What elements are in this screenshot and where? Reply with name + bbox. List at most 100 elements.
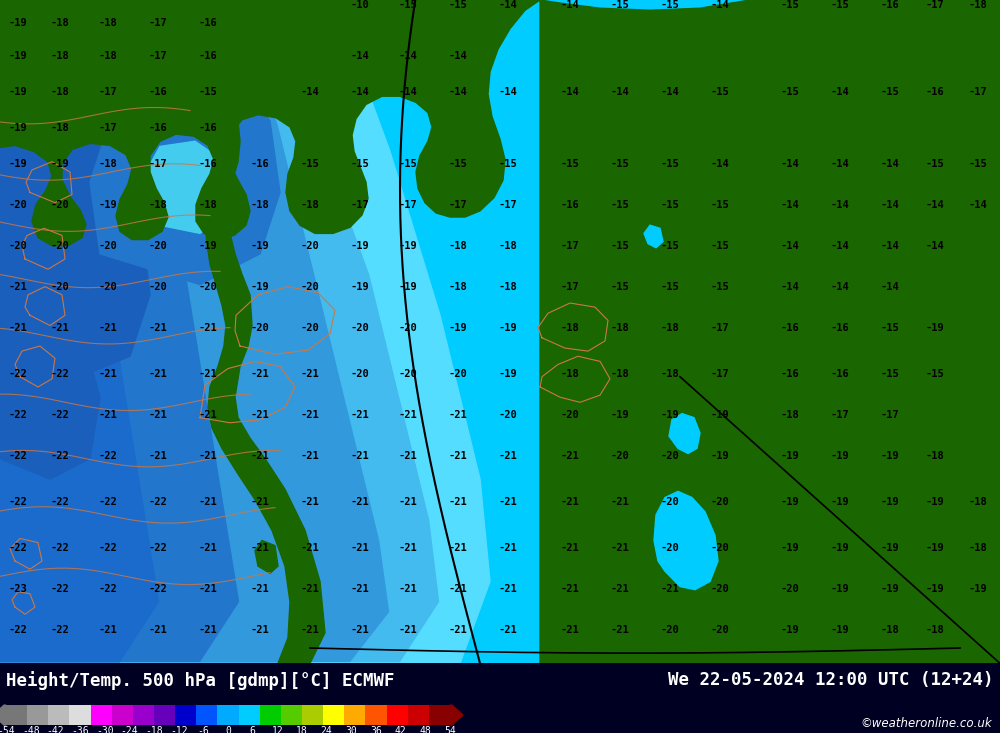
Text: -54: -54 [0, 726, 15, 733]
Text: -19: -19 [399, 240, 417, 251]
Text: -22: -22 [9, 625, 27, 635]
Text: -16: -16 [881, 0, 899, 10]
Text: -21: -21 [399, 451, 417, 460]
Text: -19: -19 [926, 497, 944, 507]
Text: -21: -21 [449, 625, 467, 635]
Text: -14: -14 [399, 87, 417, 97]
Text: -20: -20 [149, 281, 167, 292]
Text: -19: -19 [781, 451, 799, 460]
Text: -19: -19 [9, 18, 27, 28]
Text: -22: -22 [51, 369, 69, 379]
Text: -21: -21 [499, 583, 517, 594]
Text: -22: -22 [51, 497, 69, 507]
Text: -21: -21 [301, 583, 319, 594]
Text: -22: -22 [149, 583, 167, 594]
Text: -19: -19 [99, 199, 117, 210]
Text: -19: -19 [781, 625, 799, 635]
Text: -16: -16 [781, 323, 799, 333]
Text: -20: -20 [449, 369, 467, 379]
Text: -14: -14 [831, 159, 849, 169]
Text: -18: -18 [51, 51, 69, 62]
Text: -16: -16 [199, 123, 217, 133]
Text: -19: -19 [9, 51, 27, 62]
Text: -21: -21 [611, 583, 629, 594]
Polygon shape [90, 70, 280, 284]
Text: -15: -15 [711, 199, 729, 210]
Text: -23: -23 [9, 583, 27, 594]
Text: -20: -20 [99, 281, 117, 292]
Text: -21: -21 [99, 625, 117, 635]
Text: -18: -18 [99, 18, 117, 28]
Text: -18: -18 [99, 51, 117, 62]
Text: 24: 24 [321, 726, 333, 733]
Text: -21: -21 [351, 497, 369, 507]
Text: -21: -21 [99, 410, 117, 419]
Text: -20: -20 [51, 199, 69, 210]
Text: -21: -21 [99, 369, 117, 379]
Text: -16: -16 [926, 87, 944, 97]
Text: -15: -15 [611, 281, 629, 292]
Text: -14: -14 [831, 240, 849, 251]
Bar [196, 705, 217, 725]
Text: -14: -14 [449, 87, 467, 97]
Text: -30: -30 [96, 726, 113, 733]
Text: -21: -21 [199, 369, 217, 379]
Bar [260, 705, 281, 725]
Text: -14: -14 [881, 281, 899, 292]
Text: -21: -21 [351, 625, 369, 635]
Text: -19: -19 [711, 451, 729, 460]
Text: -22: -22 [99, 583, 117, 594]
FancyArrow shape [450, 705, 463, 725]
Text: -14: -14 [781, 240, 799, 251]
Text: -19: -19 [611, 410, 629, 419]
Polygon shape [0, 39, 150, 377]
Text: -20: -20 [561, 410, 579, 419]
Text: -14: -14 [399, 51, 417, 62]
Text: -21: -21 [149, 410, 167, 419]
Text: -16: -16 [199, 18, 217, 28]
Text: -22: -22 [51, 542, 69, 553]
Text: -14: -14 [351, 87, 369, 97]
Bar [69, 705, 91, 725]
Text: -20: -20 [251, 323, 269, 333]
Text: -21: -21 [251, 625, 269, 635]
Text: -19: -19 [199, 240, 217, 251]
Bar [408, 705, 429, 725]
Text: -19: -19 [831, 542, 849, 553]
Text: -14: -14 [301, 87, 319, 97]
Text: -16: -16 [251, 159, 269, 169]
Polygon shape [0, 0, 240, 663]
Text: -18: -18 [149, 199, 167, 210]
Text: -17: -17 [149, 51, 167, 62]
Text: -20: -20 [9, 240, 27, 251]
Bar [27, 705, 48, 725]
Text: -15: -15 [969, 159, 987, 169]
Text: -21: -21 [661, 583, 679, 594]
Polygon shape [0, 0, 1000, 663]
Text: -19: -19 [51, 159, 69, 169]
Text: -16: -16 [831, 323, 849, 333]
Text: -21: -21 [561, 542, 579, 553]
Text: 12: 12 [271, 726, 283, 733]
Bar [6, 705, 27, 725]
Text: -18: -18 [881, 625, 899, 635]
Text: -19: -19 [881, 542, 899, 553]
Text: -20: -20 [661, 625, 679, 635]
Text: -21: -21 [199, 410, 217, 419]
Text: -21: -21 [149, 625, 167, 635]
Text: -20: -20 [711, 583, 729, 594]
Text: -19: -19 [351, 281, 369, 292]
Text: -18: -18 [199, 199, 217, 210]
FancyArrow shape [0, 705, 6, 725]
Text: -21: -21 [251, 369, 269, 379]
Text: -17: -17 [99, 87, 117, 97]
Bar [239, 705, 260, 725]
Polygon shape [280, 0, 490, 663]
Text: -15: -15 [711, 240, 729, 251]
Text: -17: -17 [449, 199, 467, 210]
Text: -19: -19 [926, 542, 944, 553]
Text: -22: -22 [9, 369, 27, 379]
Text: -21: -21 [399, 542, 417, 553]
Text: -20: -20 [301, 240, 319, 251]
Text: -17: -17 [831, 410, 849, 419]
